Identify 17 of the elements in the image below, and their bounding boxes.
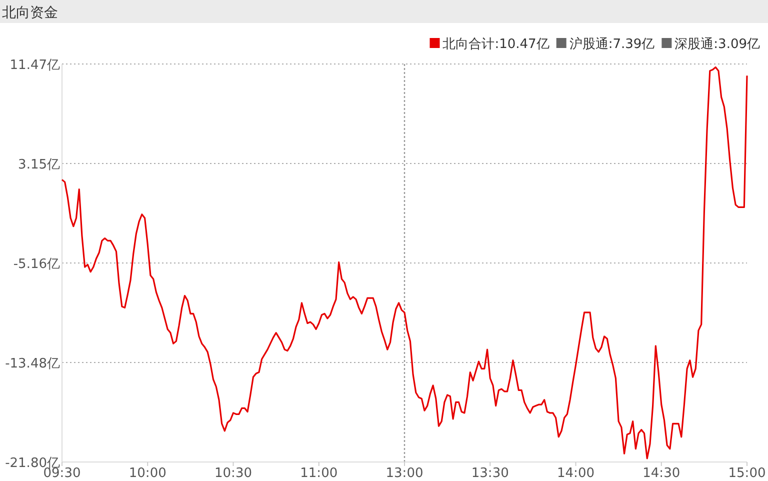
legend-label: 北向合计:10.47亿 — [442, 37, 550, 52]
legend-label: 深股通:3.09亿 — [674, 37, 760, 52]
x-tick-label: 13:00 — [386, 466, 424, 481]
x-tick-label: 11:00 — [300, 466, 338, 481]
y-tick-label: -13.48亿 — [5, 356, 60, 372]
x-tick-label: 14:30 — [642, 466, 680, 481]
line-series — [61, 66, 748, 460]
x-tick-label: 15:00 — [728, 466, 766, 481]
x-tick-label: 10:00 — [128, 466, 166, 481]
y-tick-label: -5.16亿 — [13, 256, 60, 272]
y-tick-label: 3.15亿 — [18, 158, 60, 173]
legend-label: 沪股通:7.39亿 — [569, 36, 655, 52]
chart-title: 北向资金 — [2, 5, 58, 21]
x-tick-label: 13:30 — [471, 466, 509, 481]
x-tick-label: 10:30 — [214, 466, 252, 481]
x-tick-label: 14:00 — [557, 466, 594, 481]
y-tick-label: 11.47亿 — [10, 58, 60, 73]
